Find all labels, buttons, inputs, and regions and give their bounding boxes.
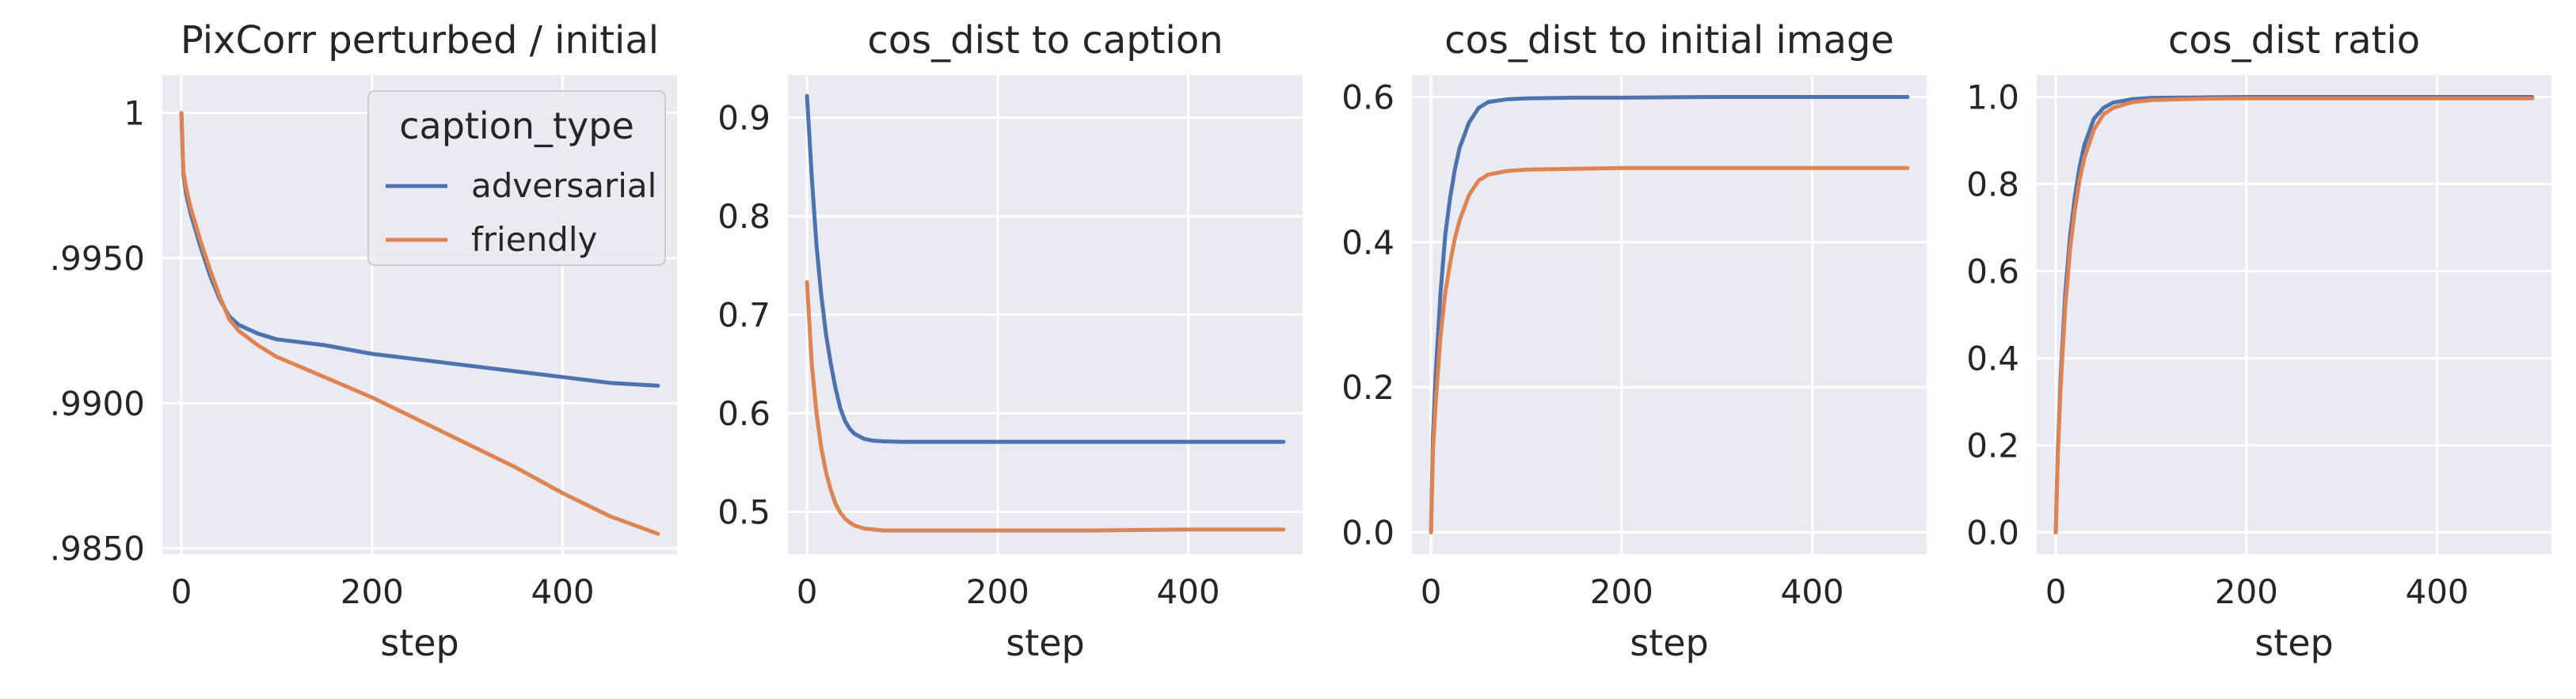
x-tick-label: 200 bbox=[2215, 572, 2278, 611]
x-tick-label: 400 bbox=[1156, 572, 1220, 611]
x-tick-label: 0 bbox=[797, 572, 818, 611]
y-tick-label: 0.0 bbox=[1341, 514, 1395, 553]
plot-area bbox=[1412, 75, 1927, 554]
chart-title: cos_dist to caption bbox=[867, 18, 1223, 63]
y-tick-label: 0.8 bbox=[1966, 165, 2019, 204]
x-axis-label: step bbox=[380, 621, 459, 664]
chart-panel-2: 0 200 400 0.5 0.6 0.7 0.8 0.9 cos_dist to captio… bbox=[717, 18, 1303, 664]
y-tick-label: 0.6 bbox=[1341, 78, 1395, 117]
chart-panel-1: 0 200 400 .9850 .9900 .9950 1 PixCorr perturbed… bbox=[50, 18, 677, 664]
x-axis-label: step bbox=[2254, 621, 2334, 664]
chart-title: cos_dist ratio bbox=[2168, 18, 2420, 63]
x-tick-label: 200 bbox=[1590, 572, 1653, 611]
y-tick-label: 0.6 bbox=[1966, 253, 2019, 291]
y-tick-label: 0.5 bbox=[717, 492, 771, 531]
y-tick-label: 0.2 bbox=[1341, 368, 1395, 407]
chart-title: PixCorr perturbed / initial bbox=[181, 18, 659, 63]
y-tick-label: 0.0 bbox=[1966, 514, 2019, 553]
x-tick-label: 200 bbox=[966, 572, 1029, 611]
y-tick-label: 0.6 bbox=[717, 394, 771, 433]
x-tick-label: 400 bbox=[1780, 572, 1844, 611]
y-tick-label: 0.2 bbox=[1966, 427, 2019, 465]
x-tick-label: 0 bbox=[2045, 572, 2067, 611]
legend-title: caption_type bbox=[399, 104, 634, 147]
y-tick-label: 0.7 bbox=[717, 296, 771, 335]
plot-area bbox=[2037, 75, 2551, 554]
legend: caption_type adversarial friendly bbox=[367, 90, 666, 266]
y-tick-label: 0.4 bbox=[1341, 223, 1395, 262]
y-tick-label: .9900 bbox=[50, 384, 145, 423]
x-axis-label: step bbox=[1630, 621, 1709, 664]
series-line-friendly bbox=[1429, 165, 1910, 534]
series-line-adversarial bbox=[1429, 95, 1910, 534]
legend-entry-adversarial: adversarial bbox=[471, 166, 656, 205]
y-tick-label: 0.4 bbox=[1966, 340, 2019, 378]
legend-entry-friendly: friendly bbox=[471, 220, 597, 259]
x-tick-label: 0 bbox=[1421, 572, 1442, 611]
y-tick-label: 0.8 bbox=[717, 197, 771, 236]
series-line-friendly bbox=[2053, 96, 2535, 534]
chart-panel-3: 0 200 400 0.0 0.2 0.4 0.6 cos_dist to initial i… bbox=[1341, 18, 1927, 664]
y-tick-label: .9950 bbox=[50, 239, 145, 278]
y-tick-label: 1.0 bbox=[1966, 78, 2019, 117]
x-tick-label: 400 bbox=[531, 572, 594, 611]
y-tick-label: 0.9 bbox=[717, 99, 771, 138]
chart-title: cos_dist to initial image bbox=[1444, 18, 1894, 63]
x-tick-label: 400 bbox=[2405, 572, 2468, 611]
x-tick-label: 0 bbox=[171, 572, 192, 611]
chart-panel-4: 0 200 400 0.0 0.2 0.4 0.6 0.8 1.0 cos_dist ratio s… bbox=[1966, 18, 2551, 664]
series-line-friendly bbox=[179, 111, 660, 536]
y-tick-label: .9850 bbox=[50, 530, 145, 568]
legend-box bbox=[367, 90, 666, 266]
x-tick-label: 200 bbox=[341, 572, 404, 611]
y-tick-label: 1 bbox=[124, 94, 145, 133]
series-line-friendly bbox=[805, 279, 1286, 533]
series-line-adversarial bbox=[805, 93, 1286, 444]
x-axis-label: step bbox=[1006, 621, 1085, 664]
